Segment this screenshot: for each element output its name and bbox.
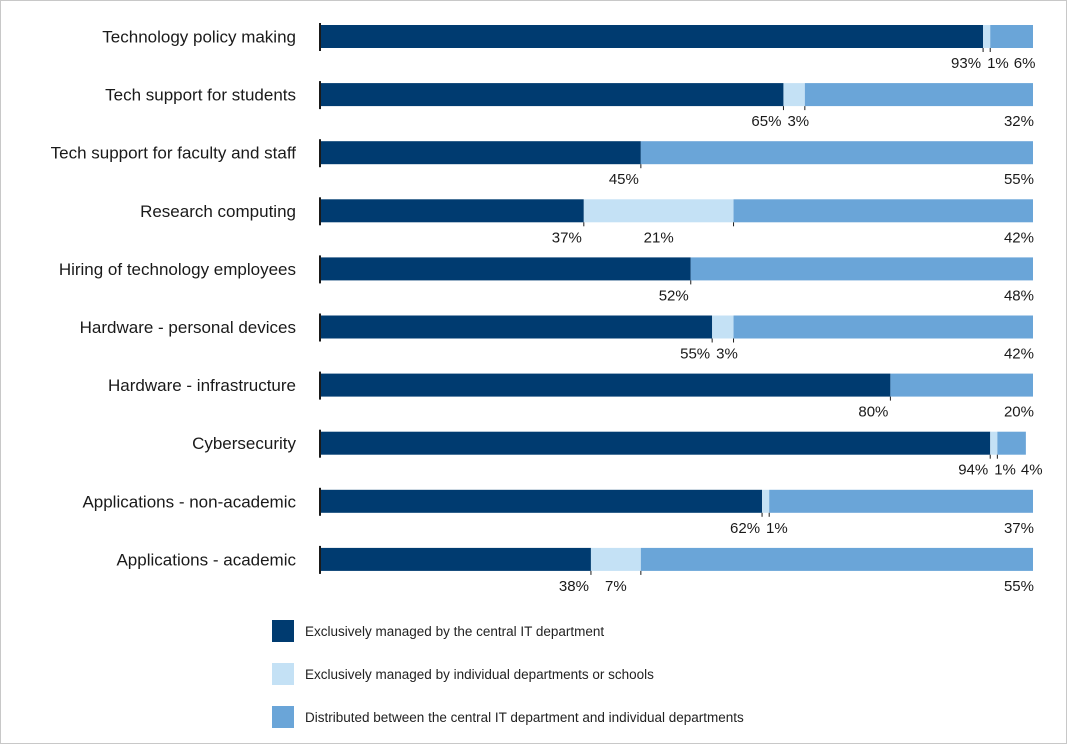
category-label: Hardware - infrastructure <box>108 376 296 395</box>
value-label: 3% <box>787 113 809 130</box>
bar-segment <box>320 257 691 281</box>
value-label: 94% <box>958 462 988 479</box>
value-label: 55% <box>680 346 710 363</box>
legend-item: Exclusively managed by individual depart… <box>272 663 654 685</box>
value-label: 37% <box>1004 520 1034 537</box>
bar-segment <box>320 547 591 571</box>
value-label: 42% <box>1004 229 1034 246</box>
category-label: Technology policy making <box>102 28 296 47</box>
bar-row: Applications - non-academic 62% 1% 37% <box>82 487 1034 537</box>
category-label: Research computing <box>140 202 296 221</box>
bar-row: Hardware - personal devices 55% 3% 42% <box>80 313 1034 363</box>
category-label: Applications - academic <box>116 550 296 569</box>
value-label: 4% <box>1021 462 1043 479</box>
value-label: 1% <box>987 55 1009 72</box>
bar-row: Applications - academic 38% 7% 55% <box>116 545 1034 595</box>
bar-segment <box>990 431 998 455</box>
bar-segment <box>983 25 991 48</box>
bar-row: Cybersecurity 94% 1% 4% <box>192 429 1043 479</box>
value-label: 32% <box>1004 113 1034 130</box>
category-label: Hiring of technology employees <box>59 260 296 279</box>
bar-segment <box>733 199 1033 223</box>
bar-segment <box>762 489 770 513</box>
bar-row: Technology policy making 93% 1% 6% <box>102 23 1035 72</box>
bar-segment <box>769 489 1033 513</box>
value-label: 80% <box>858 404 888 421</box>
bar-segment <box>590 547 641 571</box>
bar-segment <box>320 489 763 513</box>
value-label: 6% <box>1014 55 1036 72</box>
bar-segment <box>583 199 734 223</box>
bar-segment <box>804 83 1033 107</box>
bar-segment <box>997 431 1026 455</box>
legend-swatch <box>272 706 294 728</box>
value-label: 62% <box>730 520 760 537</box>
category-label: Hardware - personal devices <box>80 318 296 337</box>
value-label: 52% <box>659 287 689 304</box>
bar-row: Hardware - infrastructure 80% 20% <box>108 371 1034 421</box>
value-label: 20% <box>1004 404 1034 421</box>
value-label: 38% <box>559 578 589 595</box>
bar-segment <box>320 83 784 107</box>
bar-segment <box>640 141 1033 165</box>
bar-segment <box>712 315 734 339</box>
legend-label: Exclusively managed by individual depart… <box>305 667 654 682</box>
value-label: 21% <box>644 229 674 246</box>
value-label: 42% <box>1004 346 1034 363</box>
value-label: 3% <box>716 346 738 363</box>
legend-swatch <box>272 620 294 642</box>
legend-label: Exclusively managed by the central IT de… <box>305 624 604 639</box>
bar-segment <box>783 83 805 107</box>
bar-segment <box>890 373 1033 397</box>
legend-item: Distributed between the central IT depar… <box>272 706 744 728</box>
bar-row: Hiring of technology employees 52% 48% <box>59 255 1034 304</box>
bar-row: Tech support for faculty and staff 45% 55% <box>51 139 1034 188</box>
bar-segment <box>320 25 984 48</box>
value-label: 65% <box>751 113 781 130</box>
value-label: 45% <box>609 171 639 188</box>
value-label: 55% <box>1004 171 1034 188</box>
bar-segment <box>320 141 641 165</box>
value-label: 7% <box>605 578 627 595</box>
bar-segment <box>320 431 991 455</box>
bar-segment <box>640 547 1033 571</box>
value-label: 55% <box>1004 578 1034 595</box>
legend-swatch <box>272 663 294 685</box>
bar-segment <box>320 199 584 223</box>
legend-item: Exclusively managed by the central IT de… <box>272 620 604 642</box>
bar-row: Tech support for students 65% 3% 32% <box>105 81 1034 130</box>
category-label: Tech support for faculty and staff <box>51 144 297 163</box>
category-label: Cybersecurity <box>192 434 296 453</box>
bar-segment <box>990 25 1033 48</box>
bar-segment <box>733 315 1033 339</box>
value-label: 1% <box>994 462 1016 479</box>
bar-segment <box>320 315 713 339</box>
category-label: Tech support for students <box>105 86 296 105</box>
value-label: 48% <box>1004 287 1034 304</box>
legend-label: Distributed between the central IT depar… <box>305 710 744 725</box>
value-label: 37% <box>552 229 582 246</box>
value-label: 1% <box>766 520 788 537</box>
bar-row: Research computing 37% 21% 42% <box>140 197 1034 246</box>
value-label: 93% <box>951 55 981 72</box>
bar-segment <box>320 373 891 397</box>
bar-segment <box>690 257 1033 281</box>
category-label: Applications - non-academic <box>82 492 296 511</box>
